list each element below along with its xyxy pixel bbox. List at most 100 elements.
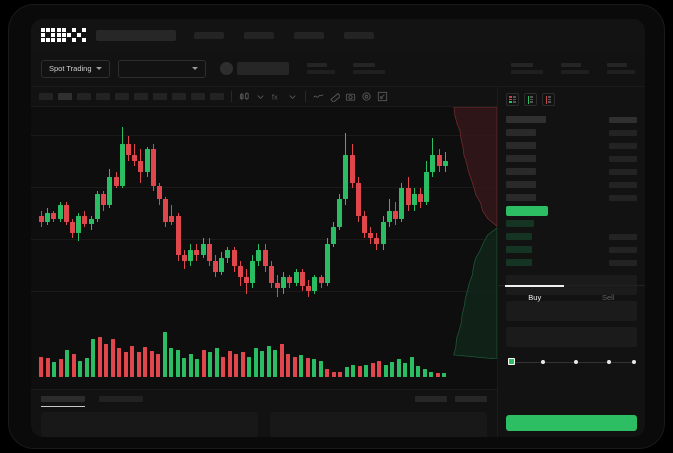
bottom-actions <box>415 396 487 402</box>
price-chart[interactable] <box>31 107 497 389</box>
volume-bar <box>163 332 167 377</box>
orderbook-ask-row[interactable] <box>506 191 637 204</box>
volume-bar <box>208 352 212 377</box>
stepper-handle[interactable] <box>508 358 515 365</box>
bottom-panel <box>31 389 497 437</box>
volume-bar <box>72 354 76 377</box>
bottom-cards <box>31 402 497 437</box>
volume-bar <box>338 372 342 377</box>
volume-bar <box>306 358 310 377</box>
orderbook-asks-icon[interactable] <box>542 93 555 106</box>
timeframe-button-8[interactable] <box>172 93 186 100</box>
volume-bar <box>202 350 206 377</box>
market-stat-3 <box>511 63 543 74</box>
volume-bar <box>332 372 336 377</box>
orderbook-bid-row[interactable] <box>506 217 637 230</box>
nav-item-2[interactable] <box>244 32 274 39</box>
camera-icon[interactable] <box>345 91 356 102</box>
bottom-tab-2[interactable] <box>99 396 143 402</box>
volume-bar <box>59 359 63 377</box>
candlestick-icon[interactable] <box>239 91 250 102</box>
volume-bar <box>221 357 225 377</box>
order-total-field[interactable] <box>506 327 637 347</box>
volume-bar <box>215 348 219 377</box>
tab-buy-label: Buy <box>528 293 541 302</box>
volume-bar <box>78 361 82 377</box>
nav-item-3[interactable] <box>294 32 324 39</box>
volume-bar <box>351 365 355 377</box>
orderbook-ask-row[interactable] <box>506 178 637 191</box>
indicator-icon[interactable]: fx <box>271 91 282 102</box>
volume-bar <box>52 362 56 377</box>
tab-sell[interactable]: Sell <box>572 286 646 309</box>
timeframe-button-10[interactable] <box>210 93 224 100</box>
orderbook-ask-row[interactable] <box>506 165 637 178</box>
line-chart-icon[interactable] <box>313 91 324 102</box>
pair-selector[interactable] <box>118 60 206 78</box>
orderbook-bid-row[interactable] <box>506 256 637 269</box>
orderbook-last-price[interactable] <box>506 204 637 217</box>
candlestick-series <box>39 117 449 307</box>
volume-bar <box>442 373 446 377</box>
stepper-stop-1[interactable] <box>541 360 545 364</box>
okx-logo-icon[interactable] <box>41 28 86 42</box>
submit-order-button[interactable] <box>506 415 637 431</box>
volume-bar <box>371 363 375 377</box>
volume-bar <box>130 346 134 377</box>
bottom-tab-1[interactable] <box>41 396 85 402</box>
stepper-stop-4[interactable] <box>632 360 636 364</box>
nav-item-4[interactable] <box>344 32 374 39</box>
orderbook-bid-row[interactable] <box>506 243 637 256</box>
volume-bar <box>293 357 297 377</box>
bottom-card-1[interactable] <box>41 412 258 437</box>
orderbook-bids-icon[interactable] <box>524 93 537 106</box>
timeframe-button-1[interactable] <box>39 93 53 100</box>
chevron-down-icon[interactable] <box>287 91 298 102</box>
stepper-stop-2[interactable] <box>574 360 578 364</box>
volume-bar <box>137 352 141 377</box>
timeframe-button-5[interactable] <box>115 93 129 100</box>
bottom-tabs <box>31 390 497 402</box>
timeframe-button-9[interactable] <box>191 93 205 100</box>
chevron-down-icon <box>192 67 198 70</box>
fullscreen-icon[interactable] <box>377 91 388 102</box>
percent-stepper[interactable] <box>508 357 635 367</box>
orderbook-bid-row[interactable] <box>506 230 637 243</box>
volume-bar <box>104 344 108 377</box>
volume-bar <box>436 373 440 377</box>
volume-bar <box>319 361 323 377</box>
volume-bar <box>390 362 394 377</box>
chevron-down-icon <box>96 67 102 70</box>
volume-bar <box>195 359 199 377</box>
timeframe-button-3[interactable] <box>77 93 91 100</box>
chevron-down-icon[interactable] <box>255 91 266 102</box>
nav-item-1[interactable] <box>194 32 224 39</box>
orderbook-ask-row[interactable] <box>506 139 637 152</box>
stepper-stop-3[interactable] <box>607 360 611 364</box>
volume-bar <box>280 344 284 377</box>
volume-bar <box>228 351 232 377</box>
timeframe-button-2[interactable] <box>58 93 72 100</box>
bottom-card-2[interactable] <box>270 412 487 437</box>
volume-bar <box>39 357 43 377</box>
trading-mode-selector[interactable]: Spot Trading <box>41 60 110 78</box>
timeframe-button-4[interactable] <box>96 93 110 100</box>
orderbook-ask-row[interactable] <box>506 126 637 139</box>
tab-buy[interactable]: Buy <box>498 286 572 309</box>
volume-bar <box>150 351 154 377</box>
ruler-icon[interactable] <box>329 91 340 102</box>
timeframe-button-7[interactable] <box>153 93 167 100</box>
stepper-track <box>511 362 635 363</box>
bottom-action-2[interactable] <box>455 396 487 402</box>
volume-bar <box>169 348 173 377</box>
volume-bar <box>65 350 69 377</box>
orderbook-ask-row[interactable] <box>506 152 637 165</box>
orderbook-header <box>506 113 637 126</box>
timeframe-button-6[interactable] <box>134 93 148 100</box>
bottom-action-1[interactable] <box>415 396 447 402</box>
gear-icon[interactable] <box>361 91 372 102</box>
orderbook-both-icon[interactable] <box>506 93 519 106</box>
search-input[interactable] <box>96 30 176 41</box>
market-stat-5 <box>607 63 635 74</box>
app-screen: Spot Trading <box>31 19 645 437</box>
